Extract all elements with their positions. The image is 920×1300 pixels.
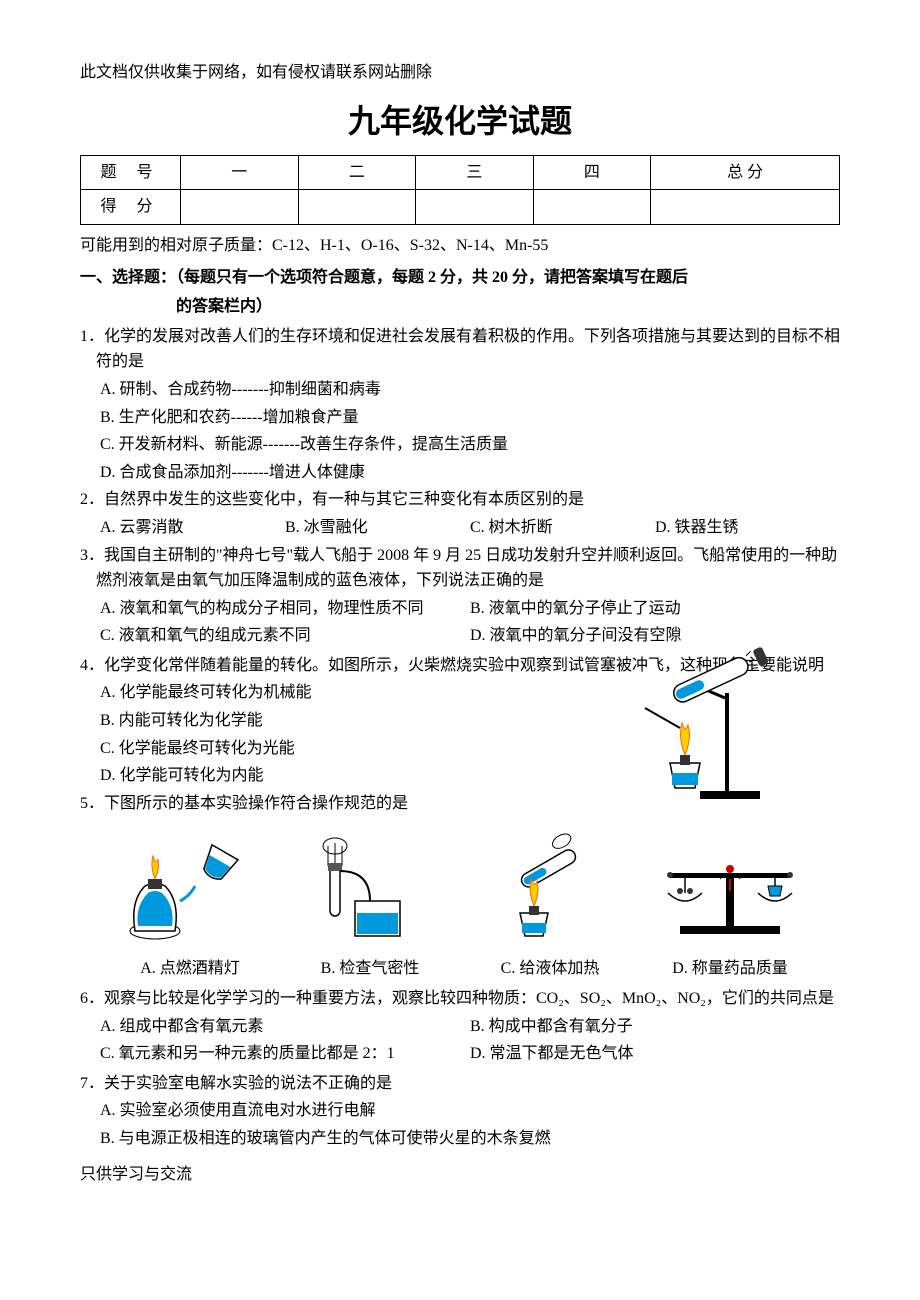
table-cell bbox=[533, 190, 651, 225]
table-cell: 三 bbox=[416, 155, 534, 190]
q5-labels: A. 点燃酒精灯 B. 检查气密性 C. 给液体加热 D. 称量药品质量 bbox=[80, 956, 840, 982]
question-5: 5．下图所示的基本实验操作符合操作规范的是 bbox=[80, 791, 840, 982]
question-body: 3．我国自主研制的"神舟七号"载人飞船于 2008 年 9 月 25 日成功发射… bbox=[80, 543, 840, 594]
figure-q4-apparatus bbox=[630, 633, 800, 812]
option-a: A. 液氧和氧气的构成分子相同，物理性质不同 bbox=[100, 596, 470, 622]
footer-note: 只供学习与交流 bbox=[80, 1162, 840, 1188]
option-a: A. 研制、合成药物-------抑制细菌和病毒 bbox=[100, 377, 840, 403]
table-cell bbox=[181, 190, 299, 225]
options-list: A. 研制、合成药物-------抑制细菌和病毒 B. 生产化肥和农药-----… bbox=[80, 377, 840, 485]
table-cell bbox=[298, 190, 416, 225]
question-1: 1．化学的发展对改善人们的生存环境和促进社会发展有着积极的作用。下列各项措施与其… bbox=[80, 324, 840, 486]
options-two-col: A. 组成中都含有氧元素 C. 氧元素和另一种元素的质量比都是 2：1 B. 构… bbox=[80, 1014, 840, 1069]
option-d: D. 铁器生锈 bbox=[655, 515, 840, 541]
table-cell bbox=[416, 190, 534, 225]
option-b: B. 液氧中的氧分子停止了运动 bbox=[470, 596, 840, 622]
table-cell: 四 bbox=[533, 155, 651, 190]
label-5a: A. 点燃酒精灯 bbox=[100, 956, 280, 982]
question-2: 2．自然界中发生的这些变化中，有一种与其它三种变化有本质区别的是 A. 云雾消散… bbox=[80, 487, 840, 540]
table-cell-label: 题 号 bbox=[81, 155, 181, 190]
section-title: 一、选择题：（每题只有一个选项符合题意，每题 2 分，共 20 分，请把答案填写… bbox=[80, 265, 840, 291]
question-4: 4．化学变化常伴随着能量的转化。如图所示，火柴燃烧实验中观察到试管塞被冲飞，这种… bbox=[80, 653, 840, 789]
options-row: A. 云雾消散 B. 冰雪融化 C. 树木折断 D. 铁器生锈 bbox=[80, 515, 840, 541]
table-cell: 一 bbox=[181, 155, 299, 190]
question-7: 7．关于实验室电解水实验的说法不正确的是 A. 实验室必须使用直流电对水进行电解… bbox=[80, 1071, 840, 1152]
options-list: A. 实验室必须使用直流电对水进行电解 B. 与电源正极相连的玻璃管内产生的气体… bbox=[80, 1098, 840, 1151]
question-6: 6．观察与比较是化学学习的一种重要方法，观察比较四种物质：CO₂、SO₂、MnO… bbox=[80, 986, 840, 1069]
section-subtitle: 的答案栏内） bbox=[176, 294, 840, 320]
label-5b: B. 检查气密性 bbox=[280, 956, 460, 982]
option-c: C. 树木折断 bbox=[470, 515, 655, 541]
label-5c: C. 给液体加热 bbox=[460, 956, 640, 982]
question-body: 7．关于实验室电解水实验的说法不正确的是 bbox=[80, 1071, 840, 1097]
question-body: 2．自然界中发生的这些变化中，有一种与其它三种变化有本质区别的是 bbox=[80, 487, 840, 513]
option-b: B. 构成中都含有氧分子 bbox=[470, 1014, 840, 1040]
table-row: 得 分 bbox=[81, 190, 840, 225]
figure-5c bbox=[470, 826, 630, 946]
option-c: C. 开发新材料、新能源-------改善生存条件，提高生活质量 bbox=[100, 432, 840, 458]
atomic-mass-note: 可能用到的相对原子质量：C-12、H-1、O-16、S-32、N-14、Mn-5… bbox=[80, 233, 840, 259]
figure-5b bbox=[290, 826, 450, 946]
table-cell: 总 分 bbox=[651, 155, 840, 190]
figure-5d bbox=[650, 826, 810, 946]
option-b: B. 生产化肥和农药------增加粮食产量 bbox=[100, 405, 840, 431]
question-body: 6．观察与比较是化学学习的一种重要方法，观察比较四种物质：CO₂、SO₂、MnO… bbox=[80, 986, 840, 1012]
header-note: 此文档仅供收集于网络，如有侵权请联系网站删除 bbox=[80, 60, 840, 86]
option-b: B. 冰雪融化 bbox=[285, 515, 470, 541]
question-body: 1．化学的发展对改善人们的生存环境和促进社会发展有着积极的作用。下列各项措施与其… bbox=[80, 324, 840, 375]
figures-row bbox=[100, 826, 820, 946]
table-cell bbox=[651, 190, 840, 225]
table-cell: 二 bbox=[298, 155, 416, 190]
option-a: A. 云雾消散 bbox=[100, 515, 285, 541]
label-5d: D. 称量药品质量 bbox=[640, 956, 820, 982]
option-a: A. 实验室必须使用直流电对水进行电解 bbox=[100, 1098, 840, 1124]
option-a: A. 组成中都含有氧元素 bbox=[100, 1014, 470, 1040]
figure-5a bbox=[110, 826, 270, 946]
option-c: C. 氧元素和另一种元素的质量比都是 2：1 bbox=[100, 1041, 470, 1067]
table-row: 题 号 一 二 三 四 总 分 bbox=[81, 155, 840, 190]
table-cell-label: 得 分 bbox=[81, 190, 181, 225]
option-b: B. 与电源正极相连的玻璃管内产生的气体可使带火星的木条复燃 bbox=[100, 1126, 840, 1152]
option-c: C. 液氧和氧气的组成元素不同 bbox=[100, 623, 470, 649]
main-title: 九年级化学试题 bbox=[80, 96, 840, 147]
score-table: 题 号 一 二 三 四 总 分 得 分 bbox=[80, 155, 840, 225]
option-d: D. 合成食品添加剂-------增进人体健康 bbox=[100, 460, 840, 486]
option-d: D. 常温下都是无色气体 bbox=[470, 1041, 840, 1067]
